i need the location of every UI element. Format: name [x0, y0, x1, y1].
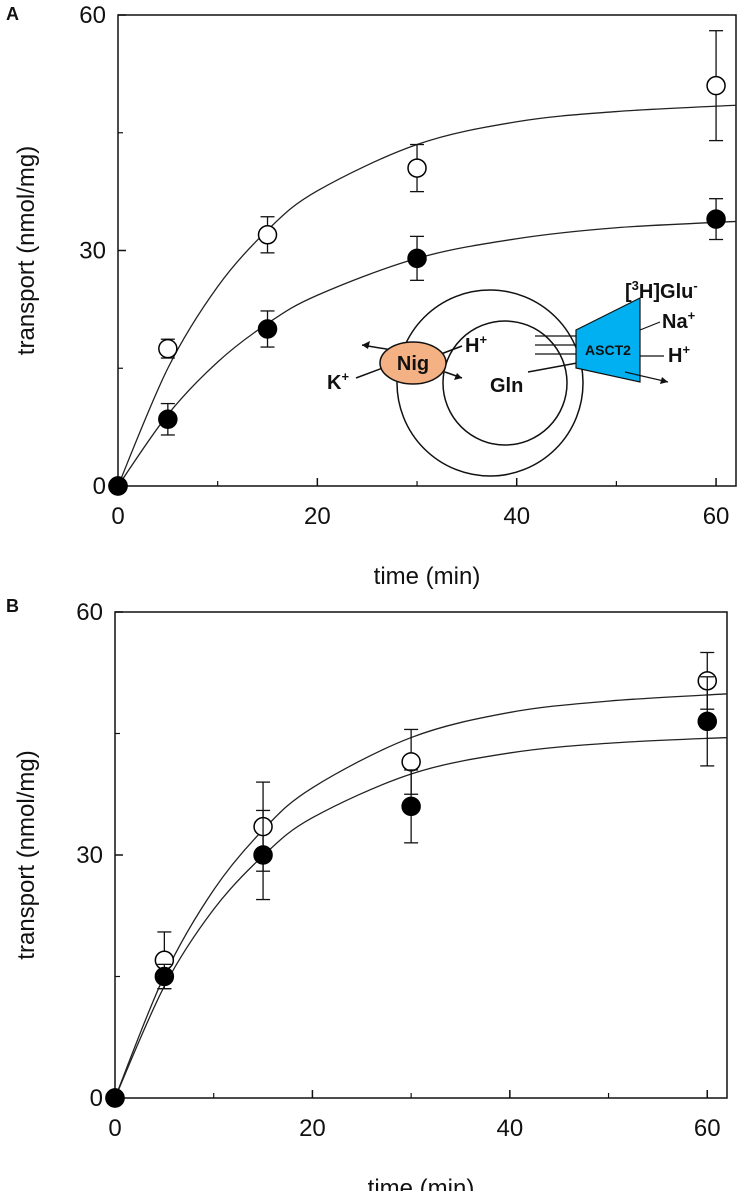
- glu-sup: -: [693, 278, 697, 293]
- data-point: [108, 476, 128, 496]
- data-point: [105, 1088, 125, 1108]
- panel-label: A: [6, 4, 19, 24]
- fit-curve: [114, 693, 728, 1099]
- arrow-head: [362, 341, 370, 349]
- na-label: Na+: [662, 308, 696, 333]
- y-tick-label: 0: [93, 473, 106, 500]
- y-tick-label: 30: [79, 238, 106, 265]
- data-point: [257, 319, 278, 339]
- arrow-head: [454, 373, 462, 380]
- glu-label: [3H]Glu-: [625, 278, 698, 303]
- na-text: Na: [662, 311, 688, 333]
- y-tick-label: 60: [79, 2, 106, 29]
- data-point: [407, 158, 427, 178]
- gln-label: Gln: [490, 375, 523, 397]
- y-tick-label: 30: [76, 842, 103, 869]
- inner-membrane: [442, 320, 568, 446]
- fit-curve: [117, 220, 737, 487]
- h-text: H: [668, 345, 682, 367]
- data-point: [257, 225, 278, 245]
- k-label: K+: [327, 369, 349, 394]
- data-point: [407, 248, 427, 269]
- h-text: H: [465, 335, 479, 357]
- x-axis-label: time (min): [374, 563, 481, 590]
- x-tick-label: 0: [111, 503, 124, 530]
- arrow: [527, 362, 578, 373]
- x-axis-label: time (min): [368, 1175, 475, 1191]
- y-axis-label: transport (nmol/mg): [13, 146, 40, 355]
- nig-label: Nig: [397, 353, 429, 375]
- data-point: [158, 409, 178, 430]
- y-tick-label: 60: [76, 599, 103, 626]
- na-sup: +: [688, 308, 696, 323]
- data-point: [706, 75, 726, 96]
- x-tick-label: 60: [703, 503, 730, 530]
- chart: A 0 20 40 60 0 30 60 time (min) transport (nmol/m…: [6, 2, 737, 590]
- asct2-label: ASCT2: [585, 342, 631, 358]
- chart: B 0 20 40 60 0 30 60 time (min) transport (nmol/m…: [6, 596, 728, 1191]
- data-point: [401, 796, 421, 817]
- panel-label: B: [6, 596, 19, 616]
- data-point: [154, 966, 175, 987]
- data-point: [158, 338, 178, 359]
- h-sup: +: [682, 342, 690, 357]
- x-tick-label: 20: [299, 1115, 326, 1142]
- glu-text: H]Glu: [639, 281, 693, 303]
- data-point: [401, 752, 421, 772]
- arrow-head: [660, 377, 668, 384]
- y-axis-label: transport (nmol/mg): [13, 750, 40, 959]
- y-tick-label: 0: [90, 1085, 103, 1112]
- x-tick-label: 0: [108, 1115, 121, 1142]
- plot-frame: [117, 14, 737, 487]
- h-label: H+: [465, 332, 487, 357]
- x-tick-label: 40: [503, 503, 530, 530]
- x-tick-label: 60: [694, 1115, 721, 1142]
- x-tick-label: 40: [496, 1115, 523, 1142]
- arrow: [639, 321, 661, 331]
- outer-membrane: [396, 289, 584, 477]
- h-right-label: H+: [668, 342, 690, 367]
- arrow: [440, 345, 463, 355]
- data-point: [697, 711, 718, 732]
- glu-pre: [: [625, 281, 632, 303]
- nigericin: [379, 341, 447, 385]
- x-tick-label: 20: [304, 503, 331, 530]
- inset-diagram: Nig H+ K+ Gln ASCT2 [3H]Glu- Na+ H+: [327, 278, 698, 477]
- plot-frame: [114, 611, 728, 1099]
- data-point: [253, 845, 273, 865]
- data-point: [706, 209, 726, 229]
- arrow: [624, 371, 669, 383]
- k-text: K: [327, 372, 342, 394]
- glu-sup1: 3: [632, 278, 639, 293]
- asct2-transporter: [575, 297, 641, 383]
- h-sup: +: [479, 332, 487, 347]
- fit-curve: [114, 736, 728, 1099]
- k-sup: +: [341, 369, 349, 384]
